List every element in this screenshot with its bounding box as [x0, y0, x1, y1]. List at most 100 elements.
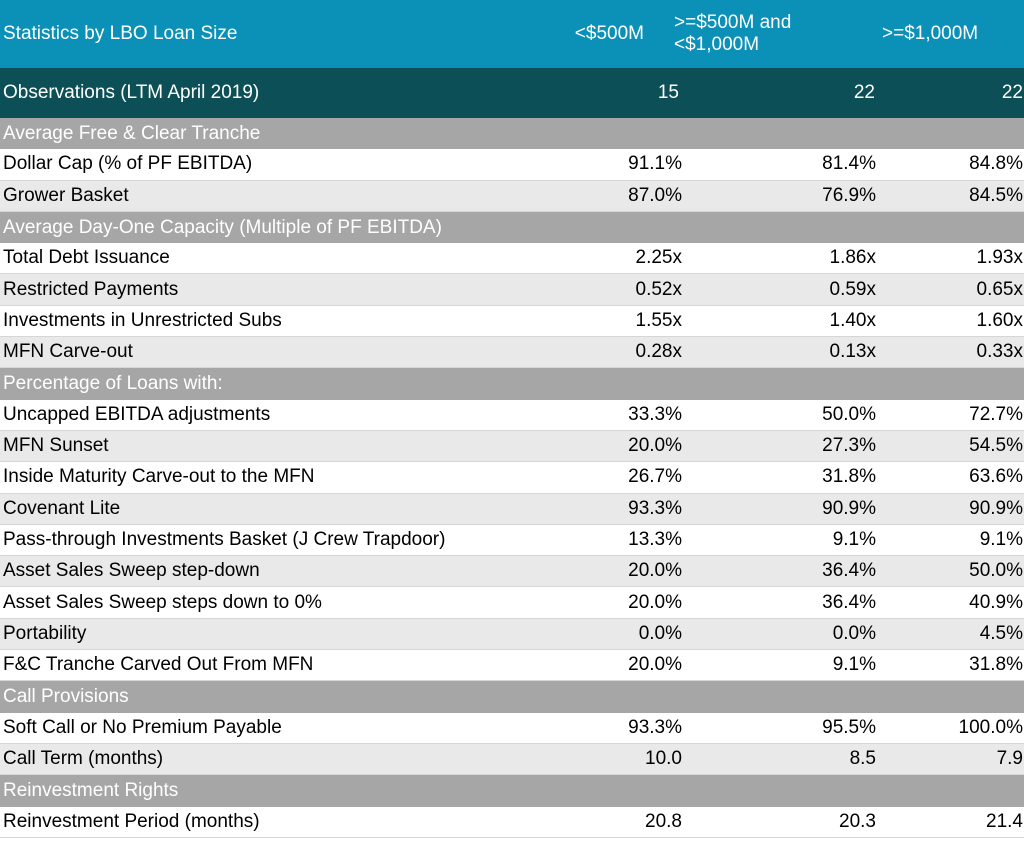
cell-large: 0.65x	[976, 278, 1023, 300]
cell-small: 20.0%	[628, 435, 682, 457]
cell-large: 72.7%	[969, 403, 1023, 425]
table-row: Asset Sales Sweep steps down to 0% 20.0% 3…	[0, 587, 1024, 619]
column-header-mid-line2: <$1,000M	[674, 34, 760, 55]
cell-mid: 50.0%	[822, 403, 876, 425]
column-header-mid-line1: >=$500M and	[674, 12, 792, 33]
cell-mid: 20.3	[839, 810, 876, 832]
table-row: Grower Basket 87.0% 76.9% 84.5%	[0, 180, 1024, 212]
table-row: Dollar Cap (% of PF EBITDA) 91.1% 81.4% 84.…	[0, 149, 1024, 181]
cell-mid: 1.40x	[829, 309, 876, 331]
cell-small: 0.0%	[638, 622, 682, 644]
cell-large: 7.9	[996, 748, 1023, 770]
cell-mid: 8.5	[849, 748, 876, 770]
cell-large: 54.5%	[969, 435, 1023, 457]
observations-large: 22	[1001, 82, 1023, 103]
row-label: MFN Carve-out	[3, 341, 133, 363]
table-row: MFN Sunset 20.0% 27.3% 54.5%	[0, 430, 1024, 463]
cell-large: 84.8%	[969, 153, 1023, 175]
cell-large: 63.6%	[969, 466, 1023, 488]
cell-large: 9.1%	[979, 529, 1023, 550]
cell-mid: 95.5%	[822, 716, 876, 738]
cell-large: 90.9%	[969, 497, 1023, 519]
row-label: Investments in Unrestricted Subs	[3, 309, 282, 331]
cell-large: 1.60x	[976, 309, 1023, 331]
cell-mid: 31.8%	[822, 466, 876, 488]
table-row: Investments in Unrestricted Subs 1.55x 1.4…	[0, 305, 1024, 338]
cell-large: 1.93x	[976, 247, 1023, 269]
cell-large: 50.0%	[969, 560, 1023, 582]
table-row: Pass-through Investments Basket (J Crew …	[0, 524, 1024, 557]
table-row: F&C Tranche Carved Out From MFN 20.0% 9.1%…	[0, 650, 1024, 682]
row-label: MFN Sunset	[3, 435, 109, 457]
table-row: MFN Carve-out 0.28x 0.13x 0.33x	[0, 337, 1024, 369]
row-label: Grower Basket	[3, 184, 129, 206]
row-label: Reinvestment Period (months)	[3, 810, 260, 832]
cell-large: 4.5%	[979, 622, 1023, 644]
cell-large: 84.5%	[969, 184, 1023, 206]
cell-small: 91.1%	[628, 153, 682, 175]
row-label: Restricted Payments	[3, 278, 179, 300]
cell-mid: 76.9%	[822, 184, 876, 206]
section-header: Call Provisions	[0, 681, 1024, 713]
row-label: Inside Maturity Carve-out to the MFN	[3, 466, 315, 488]
table-body: Average Free & Clear Tranche Dollar Cap (…	[0, 118, 1024, 838]
cell-small: 93.3%	[628, 497, 682, 519]
observations-mid: 22	[853, 82, 875, 103]
cell-small: 20.0%	[628, 654, 682, 676]
section-header: Percentage of Loans with:	[0, 368, 1024, 400]
observations-row: Observations (LTM April 2019) 15 22 22	[0, 68, 1024, 118]
row-label: Covenant Lite	[3, 497, 121, 519]
observations-label: Observations (LTM April 2019)	[3, 82, 260, 103]
cell-large: 0.33x	[976, 341, 1023, 363]
cell-mid: 0.59x	[829, 278, 876, 300]
table-row: Asset Sales Sweep step-down 20.0% 36.4% 50.…	[0, 556, 1024, 588]
cell-mid: 36.4%	[822, 591, 876, 613]
cell-mid: 1.86x	[829, 247, 876, 269]
cell-large: 31.8%	[969, 654, 1023, 676]
observations-small: 15	[657, 82, 679, 103]
table-header-row: Statistics by LBO Loan Size <$500M >=$50…	[0, 0, 1024, 68]
column-header-large: >=$1,000M	[882, 23, 979, 44]
section-header: Reinvestment Rights	[0, 775, 1024, 807]
table-row: Call Term (months) 10.0 8.5 7.9	[0, 743, 1024, 776]
row-label: Asset Sales Sweep step-down	[3, 560, 260, 582]
section-header: Average Day-One Capacity (Multiple of PF…	[0, 211, 1024, 244]
table-row: Portability 0.0% 0.0% 4.5%	[0, 618, 1024, 651]
cell-mid: 36.4%	[822, 560, 876, 582]
cell-small: 1.55x	[635, 309, 682, 331]
table-title: Statistics by LBO Loan Size	[3, 23, 238, 44]
cell-small: 33.3%	[628, 403, 682, 425]
cell-small: 0.52x	[635, 278, 682, 300]
section-header: Average Free & Clear Tranche	[0, 118, 1024, 150]
cell-small: 20.0%	[628, 591, 682, 613]
cell-small: 26.7%	[628, 466, 682, 488]
row-label: Pass-through Investments Basket (J Crew …	[3, 529, 446, 550]
cell-mid: 90.9%	[822, 497, 876, 519]
cell-mid: 9.1%	[832, 654, 876, 676]
cell-small: 2.25x	[635, 247, 682, 269]
table-row: Total Debt Issuance 2.25x 1.86x 1.93x	[0, 243, 1024, 275]
cell-mid: 0.0%	[832, 622, 876, 644]
cell-small: 93.3%	[628, 716, 682, 738]
row-label: Dollar Cap (% of PF EBITDA)	[3, 153, 253, 175]
row-label: Asset Sales Sweep steps down to 0%	[3, 591, 322, 613]
table-row: Covenant Lite 93.3% 90.9% 90.9%	[0, 493, 1024, 525]
table-row: Restricted Payments 0.52x 0.59x 0.65x	[0, 274, 1024, 306]
cell-small: 87.0%	[628, 184, 682, 206]
row-label: Soft Call or No Premium Payable	[3, 716, 282, 738]
row-label: Uncapped EBITDA adjustments	[3, 403, 271, 425]
cell-mid: 0.13x	[829, 341, 876, 363]
cell-mid: 27.3%	[822, 435, 876, 457]
cell-mid: 9.1%	[832, 529, 876, 550]
cell-small: 0.28x	[635, 341, 682, 363]
cell-small: 10.0	[645, 748, 682, 770]
row-label: Portability	[3, 622, 87, 644]
cell-small: 20.0%	[628, 560, 682, 582]
table-row: Soft Call or No Premium Payable 93.3% 95.5…	[0, 712, 1024, 744]
cell-large: 40.9%	[969, 591, 1023, 613]
column-header-mid: >=$500M and <$1,000M	[652, 12, 862, 56]
row-label: F&C Tranche Carved Out From MFN	[3, 654, 314, 676]
cell-large: 21.4	[986, 810, 1023, 832]
column-header-small: <$500M	[574, 23, 644, 44]
